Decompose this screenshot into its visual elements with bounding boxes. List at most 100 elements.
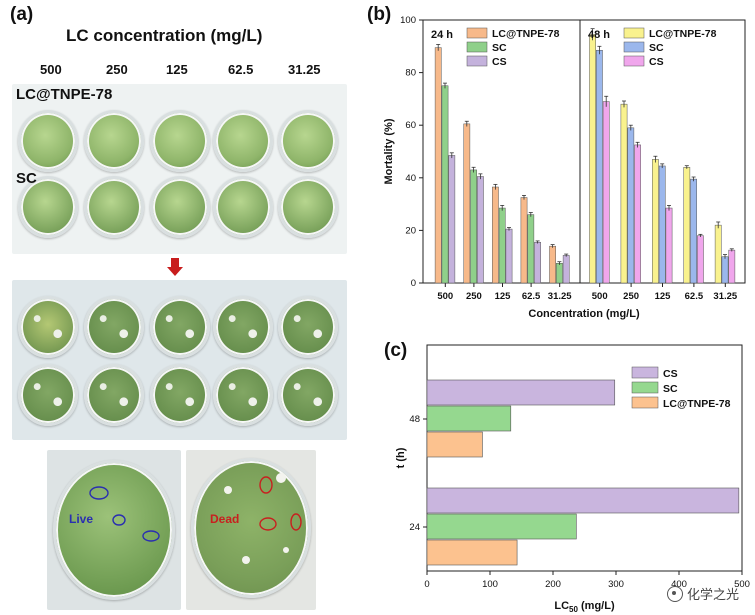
legend-swatch (631, 396, 659, 409)
y-tick-label: 60 (405, 120, 416, 131)
leaf-dish (84, 176, 144, 238)
dead-leaf-annotations (224, 473, 302, 564)
legend-label: SC (492, 42, 507, 54)
photo-concentration-label: 62.5 (228, 62, 254, 77)
leaf-dish (150, 110, 210, 172)
photo-concentration-label: 31.25 (288, 62, 321, 77)
bar (463, 123, 471, 284)
leaf-dish (213, 110, 273, 172)
group-label: 24 h (431, 29, 453, 41)
bar (477, 176, 484, 284)
y-tick-label: 0 (411, 278, 416, 289)
leaf-dish (278, 296, 338, 358)
x-tick-label: 62.5 (685, 291, 704, 302)
x-tick-label: 250 (623, 291, 639, 302)
leaf-dish (150, 176, 210, 238)
live-leaf-annotations (89, 486, 160, 542)
x-axis-label-main: LC (554, 600, 569, 612)
x-tick-label: 500 (734, 579, 750, 590)
x-tick-label: 31.25 (548, 291, 572, 302)
photo-concentration-label: 250 (106, 62, 128, 77)
x-axis-label: Concentration (mg/L) (528, 308, 640, 320)
y-tick-label: 100 (400, 15, 416, 26)
bar (426, 379, 616, 406)
bar (721, 256, 729, 284)
bar (714, 224, 722, 284)
leaf-dish (150, 364, 210, 426)
legend-swatch (631, 366, 659, 379)
leaf-dish (84, 110, 144, 172)
x-tick-label: 62.5 (522, 291, 541, 302)
x-tick-label: 500 (592, 291, 608, 302)
legend-label: LC@TNPE-78 (649, 28, 717, 40)
x-tick-label: 400 (671, 579, 687, 590)
lc50-bar-chart: 0 100 200 300 400 500 48 24 CS SC LC@TNPE-78 LC50 (… (395, 344, 750, 614)
live-circle-1 (89, 486, 109, 500)
bar (441, 85, 449, 284)
x-tick-label: 250 (466, 291, 482, 302)
bar (448, 155, 456, 284)
dead-circle-3 (290, 513, 302, 531)
group-label: 48 h (588, 29, 610, 41)
row-label-lc-tnpe: LC@TNPE-78 (16, 86, 113, 103)
legend-label: LC@TNPE-78 (492, 28, 560, 40)
leaf-dish (278, 364, 338, 426)
bar (634, 144, 641, 284)
down-arrow-icon (171, 258, 179, 268)
x-axis-label-unit: (mg/L) (578, 600, 615, 612)
bar (589, 34, 596, 284)
bar (470, 169, 477, 284)
panel-label-a: (a) (10, 4, 34, 25)
leaf-dish (84, 296, 144, 358)
bar (527, 214, 535, 284)
bar (426, 487, 740, 514)
photo-live-leaf: Live (47, 450, 181, 610)
x-tick-label: 300 (608, 579, 624, 590)
bar (505, 228, 513, 284)
bar (426, 539, 518, 566)
leaf-dish (213, 176, 273, 238)
bar (665, 207, 673, 284)
x-tick-label: 125 (655, 291, 672, 302)
legend-label: CS (649, 56, 664, 68)
watermark-text: 化学之光 (686, 587, 739, 602)
bar (426, 513, 577, 540)
legend-swatch (623, 27, 645, 39)
y-tick-label: 48 (409, 414, 420, 425)
y-tick-label: 40 (405, 173, 416, 184)
panel-label-c: (c) (384, 340, 408, 361)
bar (534, 241, 541, 284)
x-tick-label: 500 (437, 291, 453, 302)
y-axis-label: Mortality (%) (383, 118, 395, 184)
legend-swatch (466, 41, 488, 53)
mortality-bar-chart: 0 20 40 60 80 100 500 250 125 62.5 31.25 24 h LC@TNP… (383, 15, 746, 320)
legend-swatch (623, 55, 645, 67)
leaf-dish (213, 364, 273, 426)
bar (492, 186, 499, 284)
x-tick-label: 0 (424, 579, 429, 590)
panel-label-b: (b) (367, 4, 392, 25)
bar (620, 103, 628, 284)
photo-heading: LC concentration (mg/L) (66, 26, 263, 45)
dead-hole-3 (242, 556, 250, 564)
dead-label: Dead (210, 512, 240, 526)
leaf-dish (150, 296, 210, 358)
leaf-dish (18, 364, 78, 426)
legend-swatch (623, 41, 645, 53)
leaf-dish (278, 176, 338, 238)
dead-leaf-dish (191, 458, 311, 598)
y-tick-label: 80 (405, 68, 416, 79)
x-tick-label: 31.25 (713, 291, 737, 302)
down-arrow-head-icon (167, 267, 183, 276)
legend-label: CS (492, 56, 507, 68)
live-leaf-dish (53, 460, 175, 600)
plot-frame (426, 344, 743, 572)
leaf-dish (84, 364, 144, 426)
watermark: 化学之光 (666, 584, 739, 603)
x-axis-label-sub: 50 (569, 605, 578, 614)
leaf-dish (213, 296, 273, 358)
legend-label: SC (649, 42, 664, 54)
y-tick-label: 24 (409, 522, 420, 533)
live-circle-2 (112, 514, 126, 526)
legend-swatch (466, 55, 488, 67)
